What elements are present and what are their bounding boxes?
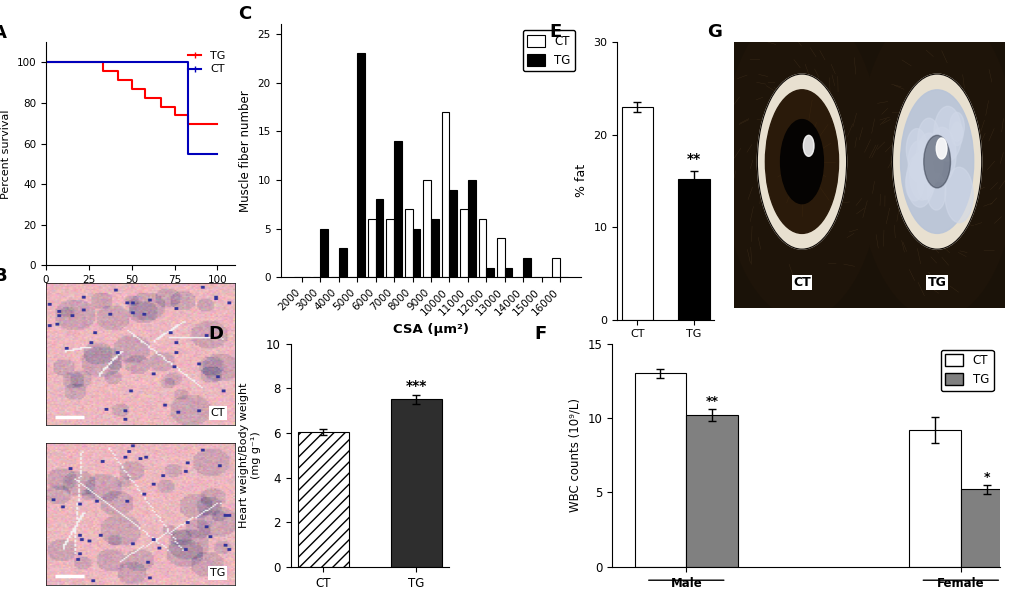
Bar — [320, 229, 328, 277]
Circle shape — [892, 74, 980, 249]
Y-axis label: WBC counts (10⁹/L): WBC counts (10⁹/L) — [569, 398, 581, 513]
Bar — [298, 432, 348, 567]
Text: F: F — [534, 325, 546, 343]
Circle shape — [917, 118, 940, 162]
Bar — [486, 268, 493, 277]
Circle shape — [944, 167, 972, 223]
Bar — [523, 258, 530, 277]
Circle shape — [951, 122, 962, 145]
Legend: CT, TG: CT, TG — [522, 30, 575, 71]
X-axis label: CSA (μm²): CSA (μm²) — [392, 323, 469, 336]
Text: **: ** — [686, 153, 700, 166]
Bar — [496, 238, 504, 277]
Bar — [504, 268, 512, 277]
Bar — [390, 399, 441, 567]
Text: CT: CT — [211, 408, 225, 418]
Text: E: E — [549, 23, 561, 40]
Text: *: * — [982, 470, 989, 484]
Text: **: ** — [705, 395, 718, 408]
Bar — [960, 490, 1012, 567]
Text: TG: TG — [210, 568, 225, 578]
Circle shape — [927, 127, 955, 182]
Circle shape — [909, 151, 933, 200]
Polygon shape — [856, 4, 1016, 319]
Bar — [375, 200, 383, 277]
Y-axis label: Heart weight/Body weight
(mg g⁻¹): Heart weight/Body weight (mg g⁻¹) — [238, 382, 260, 528]
Circle shape — [920, 140, 943, 184]
Legend: CT, TG: CT, TG — [940, 350, 993, 391]
Text: CT: CT — [793, 276, 810, 289]
Circle shape — [949, 112, 963, 141]
Text: B: B — [0, 267, 7, 285]
Text: TG: TG — [926, 276, 946, 289]
Circle shape — [905, 165, 923, 201]
Circle shape — [906, 128, 926, 170]
Circle shape — [757, 74, 846, 249]
Circle shape — [764, 90, 838, 233]
Bar — [338, 248, 346, 277]
Bar — [393, 141, 401, 277]
X-axis label: weeks: weeks — [122, 291, 158, 301]
Bar — [386, 219, 393, 277]
Circle shape — [900, 90, 973, 233]
Bar — [908, 430, 960, 567]
Bar — [686, 415, 738, 567]
Bar — [449, 190, 457, 277]
Bar — [551, 258, 559, 277]
Bar — [405, 209, 412, 277]
Circle shape — [915, 133, 942, 185]
Y-axis label: Percent survival: Percent survival — [1, 109, 11, 198]
Text: D: D — [208, 325, 223, 343]
Bar — [357, 53, 365, 277]
Polygon shape — [721, 4, 881, 319]
Circle shape — [780, 119, 822, 204]
Bar — [621, 107, 652, 320]
Bar — [460, 209, 468, 277]
Bar — [412, 229, 420, 277]
Text: A: A — [0, 24, 7, 42]
Text: C: C — [238, 5, 252, 23]
Text: ***: *** — [405, 379, 426, 393]
Bar — [423, 180, 431, 277]
Y-axis label: Muscle fiber number: Muscle fiber number — [238, 90, 252, 212]
Bar — [468, 180, 475, 277]
Circle shape — [906, 153, 933, 207]
Bar — [431, 219, 438, 277]
Bar — [441, 112, 449, 277]
Circle shape — [923, 135, 950, 188]
Circle shape — [907, 141, 928, 183]
X-axis label: % fat: % fat — [646, 345, 684, 358]
Text: G: G — [707, 23, 721, 41]
Circle shape — [916, 165, 933, 200]
Bar — [368, 219, 375, 277]
Circle shape — [803, 135, 813, 156]
Bar — [634, 373, 686, 567]
Bar — [678, 179, 709, 320]
Bar — [478, 219, 486, 277]
Circle shape — [935, 138, 946, 159]
Circle shape — [933, 106, 961, 161]
Circle shape — [926, 173, 945, 210]
Legend: TG, CT: TG, CT — [184, 48, 229, 78]
Y-axis label: % fat: % fat — [574, 165, 587, 197]
